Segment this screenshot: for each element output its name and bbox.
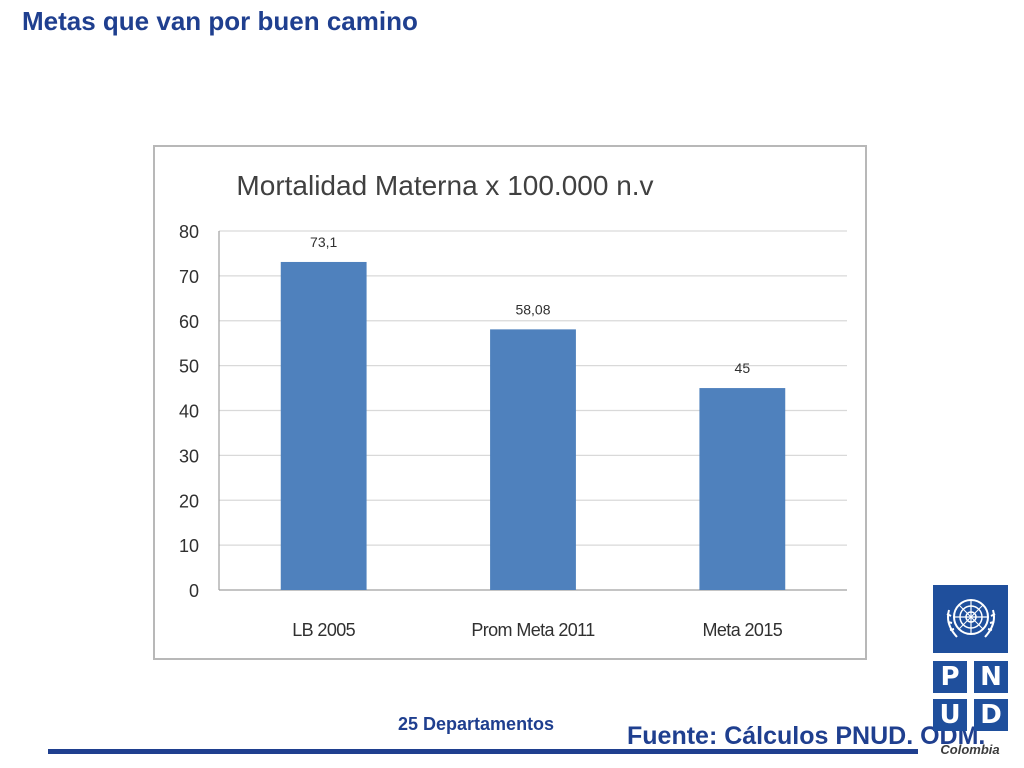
y-tick-label: 50 [179, 357, 199, 377]
footer-note: 25 Departamentos [398, 714, 555, 734]
logo-letter: U [933, 699, 967, 731]
logo-letter: P [933, 661, 967, 693]
x-tick-label: Meta 2015 [702, 620, 782, 640]
chart-frame: Mortalidad Materna x 100.000 n.v 0 10 20 30… [153, 145, 867, 660]
un-emblem-icon [933, 585, 1008, 653]
y-tick-label: 80 [179, 222, 199, 242]
bar [280, 261, 367, 590]
y-tick-label: 30 [179, 446, 199, 466]
bar [699, 388, 786, 590]
chart-title: Mortalidad Materna x 100.000 n.v [236, 170, 653, 201]
y-tick-label: 0 [189, 581, 199, 601]
bar [490, 329, 576, 590]
data-label: 73,1 [310, 234, 337, 250]
logo-letter: D [974, 699, 1008, 731]
x-tick-label: Prom Meta 2011 [471, 620, 595, 640]
footer-divider [48, 749, 918, 754]
y-tick-label: 40 [179, 402, 199, 422]
data-label: 58,08 [515, 301, 550, 317]
slide-title: Metas que van por buen camino [22, 6, 418, 36]
y-tick-label: 10 [179, 536, 199, 556]
x-tick-label: LB 2005 [292, 620, 355, 640]
source-text: Fuente: Cálculos PNUD. ODM. [627, 722, 986, 750]
logo-letter: N [974, 661, 1008, 693]
bar-chart: Mortalidad Materna x 100.000 n.v 0 10 20 30… [179, 170, 847, 640]
data-label: 45 [735, 360, 751, 376]
undp-logo: P N U D Colombia [933, 585, 1008, 763]
y-tick-label: 70 [179, 267, 199, 287]
y-tick-label: 20 [179, 491, 199, 511]
y-tick-label: 60 [179, 312, 199, 332]
logo-country: Colombia [940, 742, 1000, 757]
